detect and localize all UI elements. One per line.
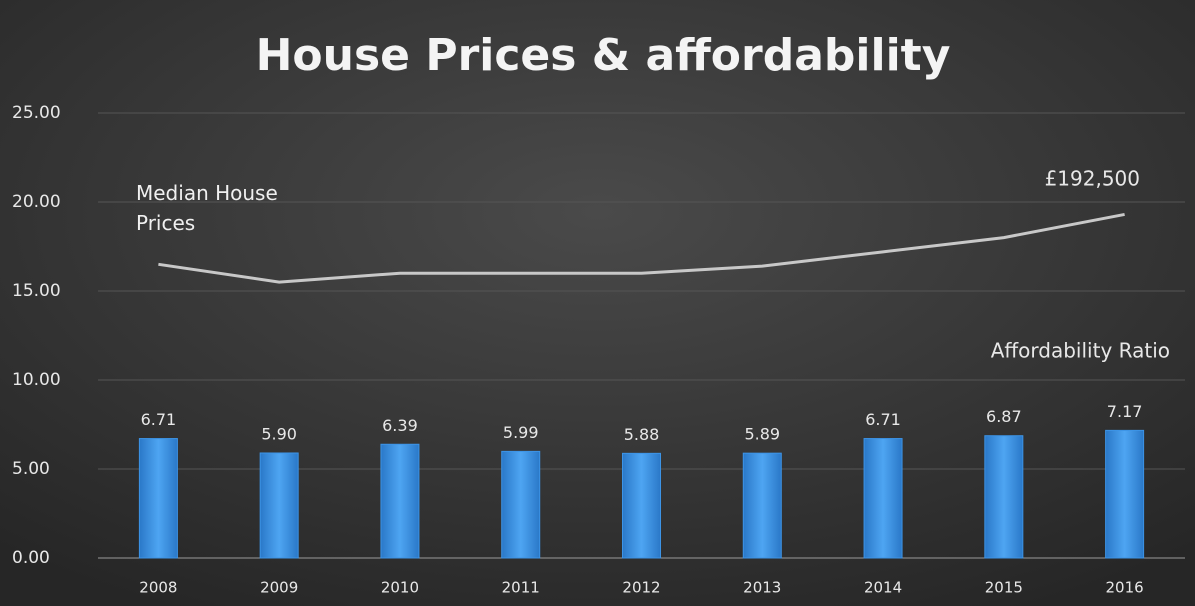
bar xyxy=(380,443,420,559)
bar xyxy=(622,452,661,559)
series-label: Median House Prices xyxy=(136,181,278,235)
x-tick-label: 2013 xyxy=(743,579,781,597)
x-tick-label: 2008 xyxy=(139,579,177,597)
annotation: £192,500 xyxy=(1045,167,1140,191)
bar xyxy=(742,452,782,559)
data-label: 7.17 xyxy=(1107,402,1143,421)
y-tick-label: 0.00 xyxy=(12,548,50,568)
data-label: 5.89 xyxy=(744,425,780,444)
y-tick-label: 20.00 xyxy=(12,192,61,212)
x-tick-label: 2009 xyxy=(260,579,298,597)
data-label: 6.71 xyxy=(865,410,901,429)
series-label: Affordability Ratio xyxy=(991,339,1170,363)
chart-title: House Prices & affordability xyxy=(256,30,951,81)
x-tick-label: 2012 xyxy=(622,579,660,597)
bar xyxy=(259,452,299,559)
data-label: 6.39 xyxy=(382,416,418,435)
data-label: 5.88 xyxy=(624,425,660,444)
y-tick-label: 25.00 xyxy=(12,103,61,123)
bar xyxy=(863,438,903,559)
x-tick-label: 2016 xyxy=(1106,579,1144,597)
x-tick-label: 2010 xyxy=(381,579,419,597)
x-tick-label: 2014 xyxy=(864,579,902,597)
y-tick-label: 15.00 xyxy=(12,281,61,301)
x-tick-label: 2015 xyxy=(985,579,1023,597)
y-tick-label: 10.00 xyxy=(12,370,61,390)
data-label: 5.90 xyxy=(261,424,297,443)
bar xyxy=(501,450,541,559)
bar xyxy=(984,435,1024,559)
data-label: 5.99 xyxy=(503,423,539,442)
x-tick-label: 2011 xyxy=(502,579,540,597)
y-tick-label: 5.00 xyxy=(12,459,50,479)
line xyxy=(158,212,1125,284)
bar xyxy=(138,438,178,559)
data-label: 6.71 xyxy=(141,410,177,429)
data-label: 6.87 xyxy=(986,407,1022,426)
bar xyxy=(1105,429,1145,559)
